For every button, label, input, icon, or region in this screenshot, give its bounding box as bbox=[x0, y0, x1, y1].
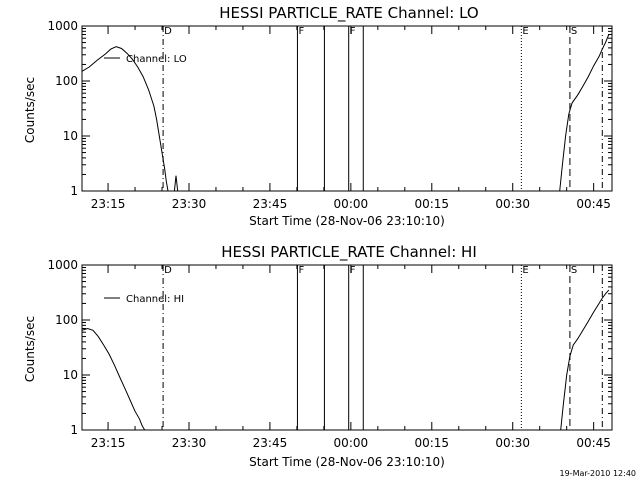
x-tick-label: 23:15 bbox=[91, 197, 126, 211]
event-marker-label: E bbox=[522, 26, 528, 37]
y-axis-ticks: 1 10 100 1000 bbox=[47, 258, 612, 437]
y-tick-label: 10 bbox=[63, 129, 78, 143]
chart-title: HESSI PARTICLE_RATE Channel: HI bbox=[221, 243, 477, 262]
y-tick-label: 1000 bbox=[47, 19, 78, 33]
series-line bbox=[559, 34, 610, 192]
y-tick-label: 100 bbox=[55, 74, 78, 88]
y-tick-label: 10 bbox=[63, 368, 78, 382]
data-lines bbox=[81, 289, 610, 431]
data-lines bbox=[81, 34, 610, 192]
x-tick-label: 00:15 bbox=[414, 197, 449, 211]
event-marker-label: F bbox=[298, 26, 304, 37]
event-marker-label: E bbox=[522, 265, 528, 276]
y-axis-ticks: 1 10 100 1000 bbox=[47, 19, 612, 198]
y-tick-label: 1000 bbox=[47, 258, 78, 272]
series-line bbox=[81, 46, 169, 192]
x-tick-label: 00:30 bbox=[495, 436, 530, 450]
x-tick-label: 23:30 bbox=[172, 197, 207, 211]
x-tick-label: 00:30 bbox=[495, 197, 530, 211]
series-line bbox=[560, 289, 610, 431]
x-axis-ticks: 23:15 23:30 23:45 00:00 00:15 00:30 00:45 bbox=[91, 265, 611, 450]
plot-frame bbox=[81, 25, 613, 192]
footer-timestamp: 19-Mar-2010 12:40 bbox=[560, 469, 637, 478]
y-tick-label: 100 bbox=[55, 313, 78, 327]
x-tick-label: 00:45 bbox=[576, 197, 611, 211]
event-marker-label: S bbox=[571, 265, 577, 276]
event-marker-label: F bbox=[350, 265, 356, 276]
event-marker-label: S bbox=[571, 26, 577, 37]
event-marker-label: D bbox=[164, 26, 172, 37]
event-marker-label: F bbox=[350, 26, 356, 37]
x-tick-label: 00:15 bbox=[414, 436, 449, 450]
x-tick-label: 23:45 bbox=[253, 197, 288, 211]
x-tick-label: 23:15 bbox=[91, 436, 126, 450]
legend-label: Channel: HI bbox=[126, 294, 184, 305]
y-tick-label: 1 bbox=[70, 423, 78, 437]
series-line bbox=[81, 327, 146, 431]
x-axis-ticks: 23:15 23:30 23:45 00:00 00:15 00:30 00:45 bbox=[91, 26, 611, 211]
chart-title: HESSI PARTICLE_RATE Channel: LO bbox=[219, 4, 478, 23]
y-axis-label: Counts/sec bbox=[23, 316, 37, 382]
x-tick-label: 00:00 bbox=[334, 436, 369, 450]
legend-label: Channel: LO bbox=[126, 54, 187, 65]
y-tick-label: 1 bbox=[70, 184, 78, 198]
x-tick-label: 23:30 bbox=[172, 436, 207, 450]
x-axis-label: Start Time (28-Nov-06 23:10:10) bbox=[249, 214, 445, 228]
plot-frame bbox=[81, 264, 613, 431]
x-tick-label: 00:45 bbox=[576, 436, 611, 450]
x-axis-label: Start Time (28-Nov-06 23:10:10) bbox=[249, 455, 445, 469]
x-tick-label: 23:45 bbox=[253, 436, 288, 450]
y-axis-label: Counts/sec bbox=[23, 77, 37, 143]
event-marker-label: D bbox=[164, 265, 172, 276]
event-marker-label: F bbox=[298, 265, 304, 276]
x-tick-label: 00:00 bbox=[334, 197, 369, 211]
series-line bbox=[173, 175, 179, 192]
